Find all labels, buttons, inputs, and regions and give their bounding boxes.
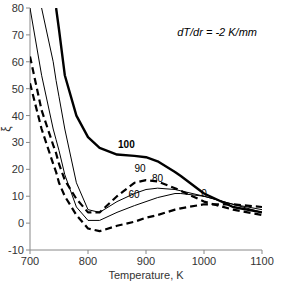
chart: -100102030405060708070080090010001100Tem… — [0, 0, 281, 282]
y-tick — [26, 223, 30, 224]
y-tick — [26, 115, 30, 116]
x-tick — [146, 250, 147, 254]
y-tick — [26, 8, 30, 9]
series-label: 90 — [134, 163, 146, 174]
x-tick — [204, 250, 205, 254]
x-tick-label: 800 — [79, 255, 97, 267]
series-line — [30, 8, 262, 220]
x-tick-label: 1100 — [250, 255, 274, 267]
y-tick-label: 10 — [12, 190, 24, 202]
annotation: dT/dr = -2 K/mm — [177, 26, 257, 38]
series-label: 80 — [152, 173, 164, 184]
y-axis — [30, 8, 31, 250]
series-line — [30, 56, 262, 215]
y-tick-label: 40 — [12, 110, 24, 122]
y-tick — [26, 250, 30, 251]
y-tick — [26, 196, 30, 197]
y-tick-label: 60 — [12, 56, 24, 68]
x-tick — [30, 250, 31, 254]
y-tick — [26, 61, 30, 62]
series-label: 60 — [128, 189, 140, 200]
y-tick-label: 80 — [12, 2, 24, 14]
x-tick — [88, 250, 89, 254]
y-tick — [26, 88, 30, 89]
y-tick — [26, 34, 30, 35]
y-tick-label: 50 — [12, 83, 24, 95]
series-line — [30, 83, 262, 231]
plot-lines — [30, 8, 262, 231]
x-axis-title: Temperature, K — [108, 269, 184, 281]
y-tick — [26, 142, 30, 143]
y-tick-label: 0 — [18, 217, 24, 229]
y-tick — [26, 169, 30, 170]
y-tick-label: 30 — [12, 136, 24, 148]
y-tick-label: 70 — [12, 29, 24, 41]
series-line — [56, 8, 262, 212]
x-tick-label: 700 — [21, 255, 39, 267]
y-axis-title: ξ — [0, 126, 13, 132]
series-label: 0 — [201, 188, 207, 199]
series-label: 100 — [118, 139, 135, 150]
series-line — [42, 8, 262, 212]
y-tick-label: 20 — [12, 163, 24, 175]
x-tick — [262, 250, 263, 254]
x-tick-label: 1000 — [192, 255, 216, 267]
x-tick-label: 900 — [137, 255, 155, 267]
